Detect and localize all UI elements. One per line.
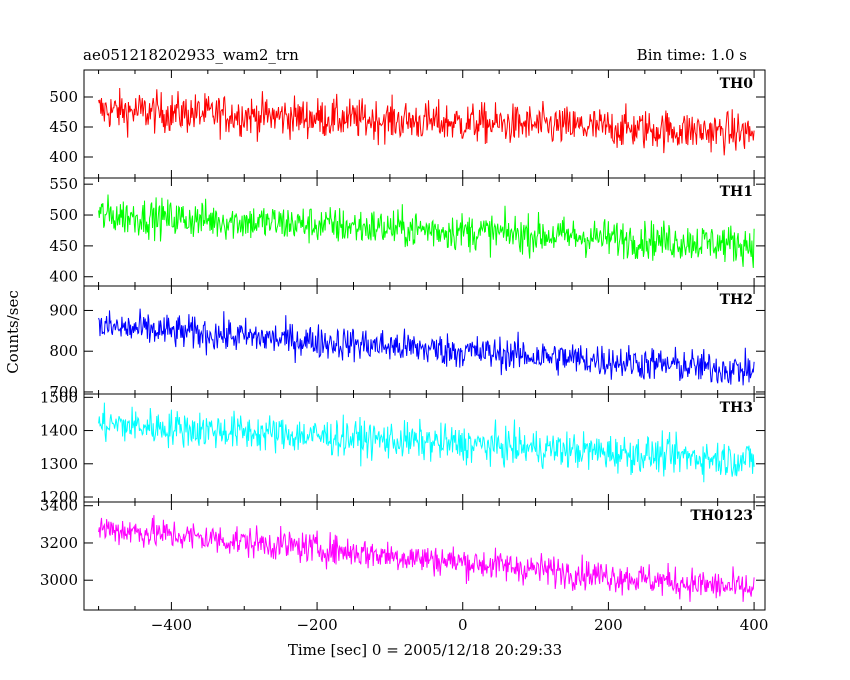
y-tick-label: 500 (49, 88, 78, 106)
series-line-th0123 (98, 515, 755, 602)
y-tick-label: 400 (49, 148, 78, 166)
y-tick-label: 800 (49, 342, 78, 360)
panel-label-th2: TH2 (720, 292, 753, 308)
y-tick-label: 1400 (40, 422, 78, 440)
bin-time-label: Bin time: 1.0 s (637, 46, 747, 64)
series-line-th1 (98, 194, 755, 268)
y-tick-label: 3200 (40, 534, 78, 552)
x-axis-label: Time [sec] 0 = 2005/12/18 20:29:33 (288, 641, 562, 659)
y-tick-label: 500 (49, 206, 78, 224)
panels-group: 400 450 500 TH0 400 450 500 550 TH1 700 800 900 TH2 1… (40, 69, 769, 634)
panel-label-th0: TH0 (720, 76, 754, 92)
panel-frame (83, 285, 766, 395)
y-tick-label: 3000 (40, 571, 78, 589)
series-line-th2 (98, 308, 755, 386)
panel-th2: 700 800 900 TH2 (49, 285, 766, 401)
series-line-th3 (98, 402, 755, 483)
y-tick-label: 400 (49, 268, 78, 286)
y-tick-label: 700 (49, 383, 78, 401)
series-line-th0 (98, 87, 755, 156)
y-tick-label: 450 (49, 237, 78, 255)
y-tick-label: 1500 (40, 388, 78, 406)
panel-th0123: 3000 3200 3400 TH0123 (40, 497, 766, 611)
chart-title: ae051218202933_wam2_trn (83, 46, 299, 64)
y-tick-label: 1200 (40, 488, 78, 506)
y-tick-label: 450 (49, 118, 78, 136)
y-tick-label: 550 (49, 175, 78, 193)
panel-th0: 400 450 500 TH0 (49, 69, 766, 179)
panel-label-th1: TH1 (720, 184, 753, 200)
panel-label-th3: TH3 (720, 400, 753, 416)
panel-th1: 400 450 500 550 TH1 (49, 175, 766, 287)
panel-label-th0123: TH0123 (690, 508, 753, 524)
y-tick-label: 3400 (40, 497, 78, 515)
y-tick-label: 1300 (40, 455, 78, 473)
x-tick-label: 400 (740, 616, 769, 634)
y-tick-label: 900 (49, 301, 78, 319)
panel-frame (83, 501, 766, 611)
x-tick-label: −400 (151, 616, 192, 634)
y-axis-label: Counts/sec (4, 290, 22, 374)
panel-th3: 1200 1300 1400 1500 TH3 (40, 388, 766, 506)
x-tick-label: 0 (458, 616, 468, 634)
x-tick-label: 200 (594, 616, 623, 634)
x-tick-label: −200 (296, 616, 337, 634)
